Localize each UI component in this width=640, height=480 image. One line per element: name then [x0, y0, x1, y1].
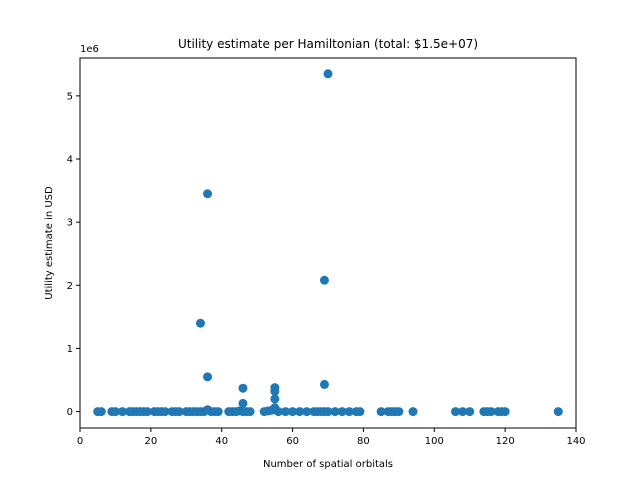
x-axis-label: Number of spatial orbitals: [263, 459, 393, 470]
data-point: [270, 394, 280, 404]
data-point: [118, 407, 128, 417]
chart-title: Utility estimate per Hamiltonian (total:…: [178, 37, 478, 51]
data-point: [142, 407, 152, 417]
data-point: [195, 318, 205, 328]
x-tick-label: 60: [286, 436, 299, 447]
x-tick-label: 40: [215, 436, 228, 447]
data-point: [355, 407, 365, 417]
data-point: [323, 407, 333, 417]
data-point: [394, 407, 404, 417]
data-point: [486, 407, 496, 417]
data-point: [160, 407, 170, 417]
data-point: [323, 69, 333, 79]
x-axis: 0 20 40 60 80 100 120 140: [77, 428, 586, 447]
data-point: [408, 407, 418, 417]
data-point: [270, 386, 280, 396]
data-points: [93, 69, 563, 417]
data-point: [465, 407, 475, 417]
data-point: [376, 407, 386, 417]
data-point: [337, 407, 347, 417]
data-point: [344, 407, 354, 417]
x-tick-label: 20: [144, 436, 157, 447]
x-tick-label: 140: [566, 436, 585, 447]
data-point: [203, 372, 213, 382]
data-point: [213, 407, 223, 417]
plot-area-frame: [79, 57, 577, 429]
data-point: [500, 407, 510, 417]
data-point: [302, 407, 312, 417]
y-axis-offset-label: 1e6: [80, 44, 99, 55]
y-tick-label: 1: [67, 344, 73, 355]
data-point: [238, 398, 248, 408]
data-point: [110, 407, 120, 417]
data-point: [96, 407, 106, 417]
data-point: [330, 407, 340, 417]
data-point: [458, 407, 468, 417]
y-tick-label: 5: [67, 91, 73, 102]
data-point: [451, 407, 461, 417]
data-point: [288, 407, 298, 417]
data-point: [319, 275, 329, 285]
y-tick-label: 2: [67, 281, 73, 292]
x-tick-label: 0: [77, 436, 83, 447]
data-point: [245, 407, 255, 417]
data-point: [280, 407, 290, 417]
data-point: [319, 379, 329, 389]
data-point: [174, 407, 184, 417]
data-point: [270, 403, 280, 413]
y-axis-label: Utility estimate in USD: [44, 186, 55, 300]
data-point: [203, 189, 213, 199]
x-tick-label: 120: [496, 436, 515, 447]
data-point: [553, 407, 563, 417]
y-tick-label: 0: [67, 407, 73, 418]
x-tick-label: 80: [357, 436, 370, 447]
y-axis: 0 1 2 3 4 5: [67, 91, 80, 418]
y-tick-label: 4: [67, 155, 73, 166]
x-tick-label: 100: [425, 436, 444, 447]
y-tick-label: 3: [67, 218, 73, 229]
data-point: [238, 383, 248, 393]
data-point: [295, 407, 305, 417]
